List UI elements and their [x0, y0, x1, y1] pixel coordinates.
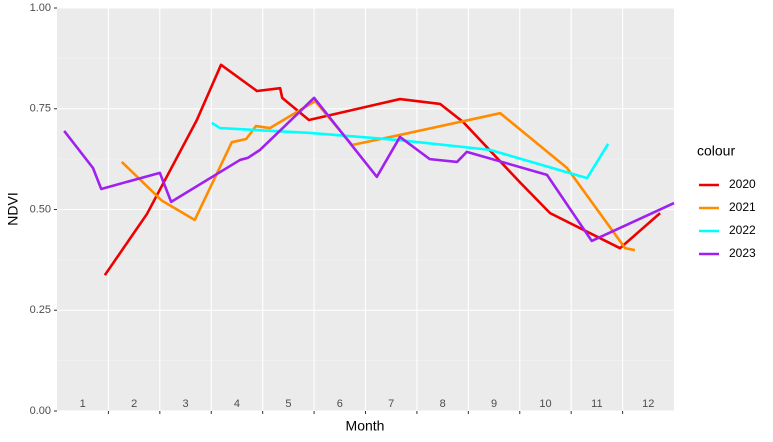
x-axis-title: Month [346, 418, 385, 434]
month-label: 12 [642, 398, 654, 410]
y-axis-title: NDVI [5, 192, 21, 225]
legend-label: 2023 [729, 246, 756, 260]
month-label: 5 [285, 398, 291, 410]
series-line [120, 99, 636, 252]
month-label: 4 [234, 398, 240, 410]
legend-label: 2020 [729, 177, 756, 191]
series-line [63, 96, 675, 243]
y-tick-label: 0.75 [30, 103, 51, 115]
month-label: 7 [388, 398, 394, 410]
month-label: 9 [491, 398, 497, 410]
month-label: 8 [440, 398, 446, 410]
y-tick-label: 1.00 [30, 2, 51, 14]
month-label: 6 [337, 398, 343, 410]
month-label: 3 [182, 398, 188, 410]
month-label: 10 [539, 398, 551, 410]
month-label: 1 [80, 398, 86, 410]
y-tick-label: 0.50 [30, 203, 51, 215]
month-label: 2 [131, 398, 137, 410]
series-line [211, 121, 610, 180]
y-tick-label: 0.00 [30, 405, 51, 417]
series-line [103, 63, 661, 276]
y-tick-label: 0.25 [30, 304, 51, 316]
legend-label: 2021 [729, 200, 756, 214]
legend-title: colour [697, 143, 735, 159]
legend-label: 2022 [729, 223, 756, 237]
month-label: 11 [591, 398, 602, 410]
